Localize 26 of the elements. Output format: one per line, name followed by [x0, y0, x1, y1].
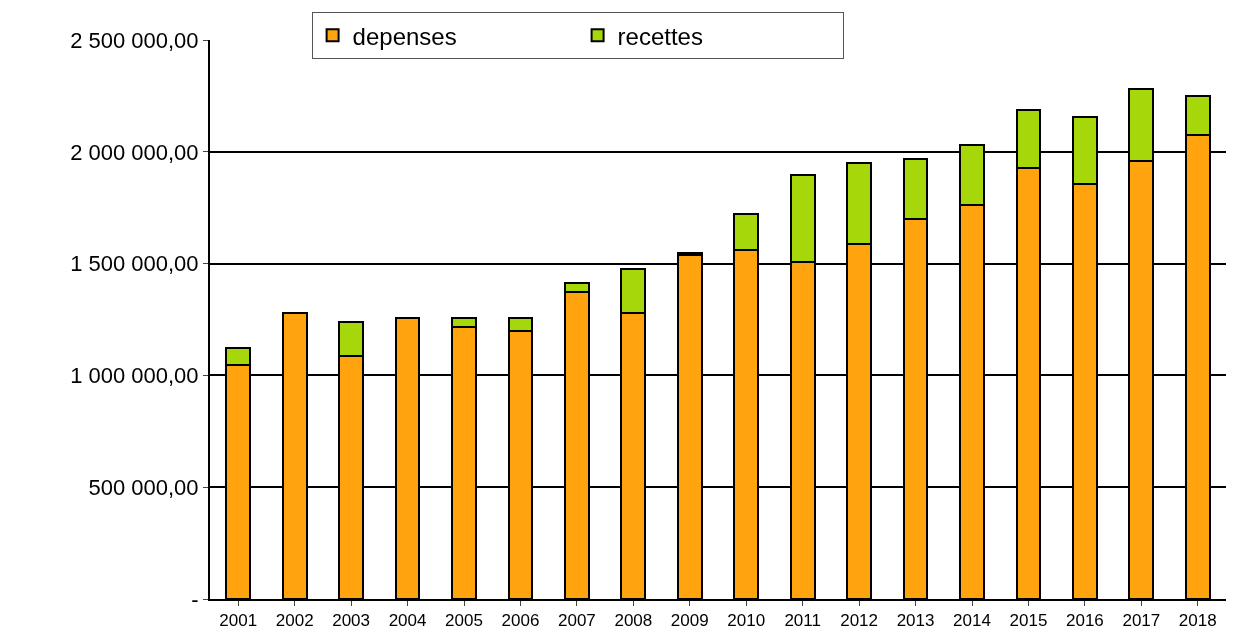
y-tick-label: 1 500 000,00: [70, 251, 199, 277]
x-tick-label: 2007: [557, 611, 596, 631]
x-tick-label: 2017: [1122, 611, 1161, 631]
y-tick-label: 500 000,00: [88, 474, 199, 500]
x-tick-label: 2010: [727, 611, 766, 631]
y-tick-label: 2 500 000,00: [70, 27, 199, 53]
x-tick-label: 2011: [784, 611, 821, 631]
x-tick-label: 2002: [275, 611, 314, 631]
x-tick-label: 2005: [445, 611, 483, 631]
y-tick-label: 1 000 000,00: [70, 363, 199, 389]
x-tick-label: 2018: [1178, 611, 1217, 631]
x-tick-label: 2009: [670, 611, 709, 631]
x-tick-label: 2014: [953, 611, 991, 631]
x-tick-label: 2016: [1065, 611, 1104, 631]
x-tick-label: 2003: [332, 611, 371, 631]
x-tick-label: 2015: [1009, 611, 1048, 631]
x-tick-label: 2008: [614, 611, 653, 631]
x-tick-label: 2006: [501, 611, 540, 631]
x-tick-label: 2012: [840, 611, 879, 631]
legend-label: recettes: [617, 22, 703, 50]
y-tick-label: -: [191, 586, 199, 612]
legend-label: depenses: [352, 22, 457, 50]
x-tick-label: 2013: [896, 611, 935, 631]
x-tick-label: 2001: [219, 611, 258, 631]
y-tick-label: 2 000 000,00: [70, 139, 199, 165]
x-tick-label: 2004: [388, 611, 427, 631]
